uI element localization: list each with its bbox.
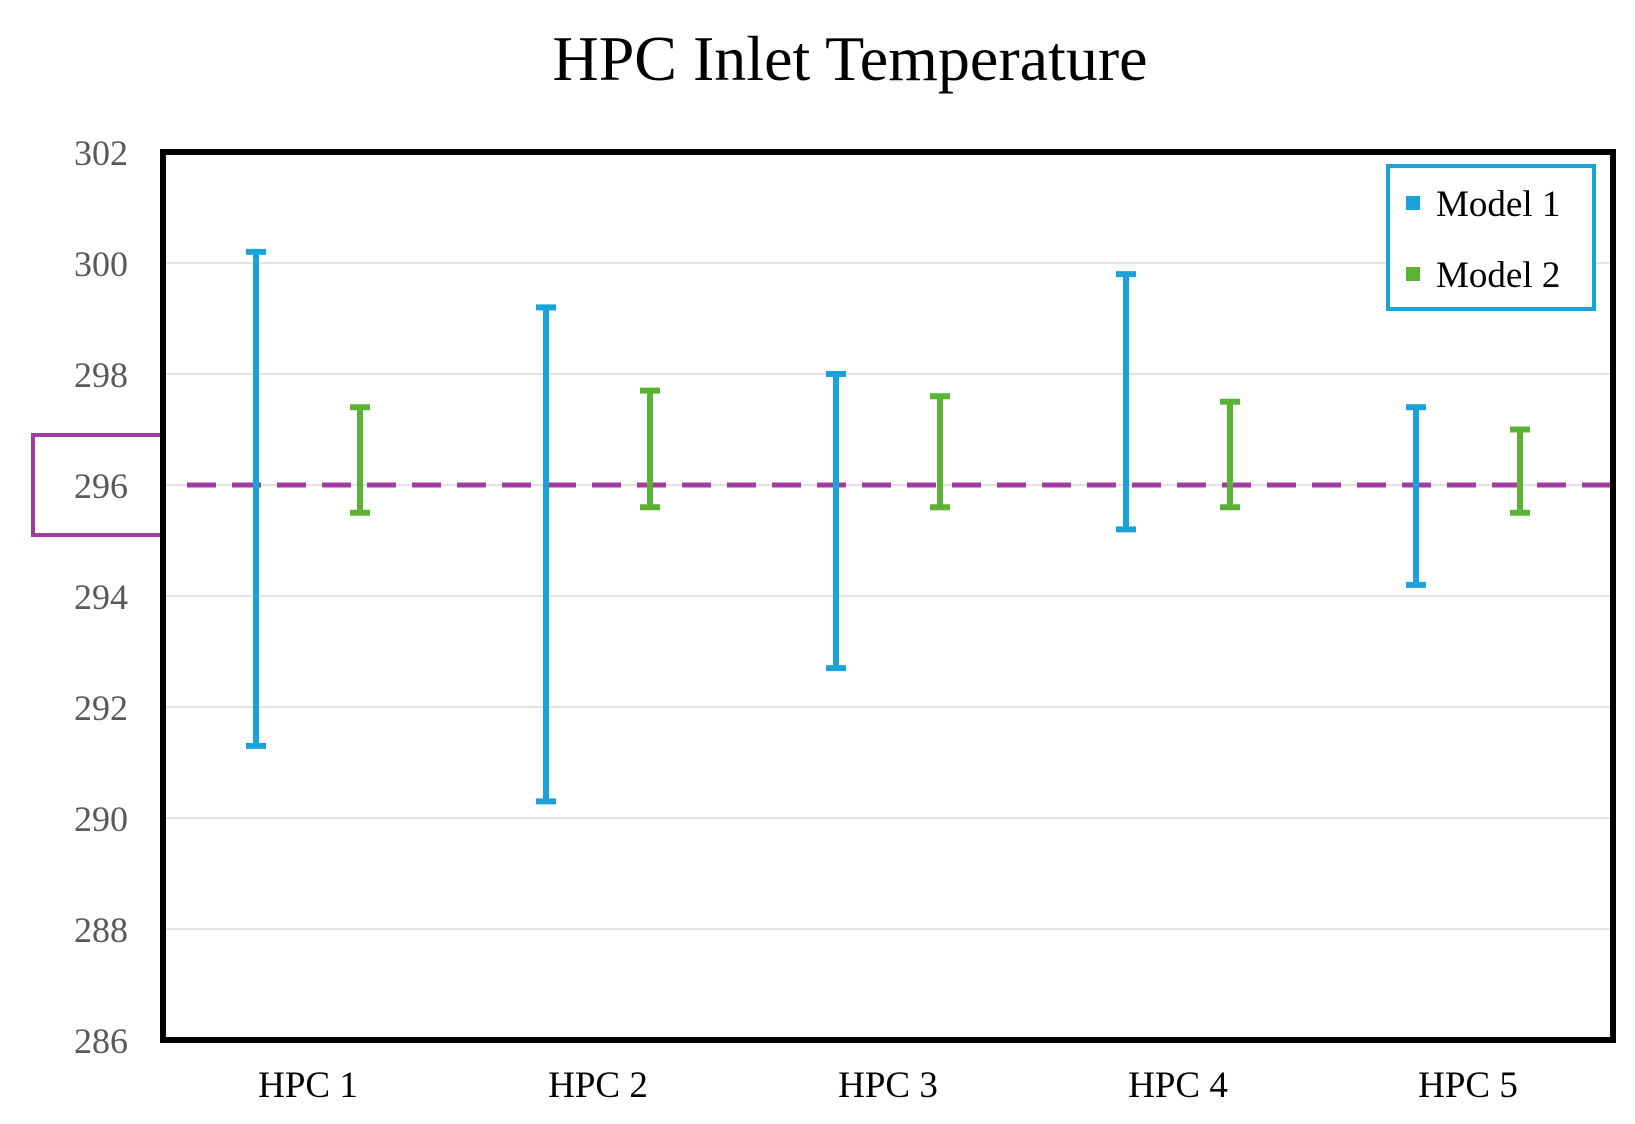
- legend: Model 1 Model 2: [1386, 164, 1596, 311]
- plot-area-frame: [160, 149, 1616, 1043]
- x-axis-ticks: HPC 1 HPC 2 HPC 3 HPC 4 HPC 5: [258, 1065, 1518, 1106]
- legend-box: [1386, 164, 1596, 311]
- y-tick-label: 302: [74, 133, 128, 173]
- errorbar-1-2: [536, 304, 556, 805]
- errorbar-1-3: [826, 371, 846, 672]
- y-tick-label: 298: [74, 355, 128, 395]
- y-tick-label: 294: [74, 577, 128, 617]
- y-tick-label: 286: [74, 1021, 128, 1061]
- y-axis-ticks: 286 288 290 292 294 296 298 300 302: [74, 133, 128, 1061]
- x-tick-label: HPC 2: [548, 1065, 648, 1106]
- y-tick-label: 296: [74, 466, 128, 506]
- x-tick-label: HPC 3: [838, 1065, 938, 1106]
- legend-label: Model 1: [1436, 184, 1560, 225]
- legend-swatch: [1406, 196, 1420, 210]
- errorbar-1-1: [246, 248, 266, 749]
- errorbar-2-4: [1220, 398, 1240, 511]
- legend-label: Model 2: [1436, 255, 1560, 296]
- y-tick-label: 300: [74, 244, 128, 284]
- errorbar-2-5: [1510, 426, 1530, 516]
- legend-swatch: [1406, 267, 1420, 281]
- x-tick-label: HPC 5: [1418, 1065, 1518, 1106]
- x-tick-label: HPC 1: [258, 1065, 358, 1106]
- errorbar-2-2: [640, 387, 660, 511]
- chart-title: HPC Inlet Temperature: [552, 23, 1147, 94]
- errorbar-1-5: [1406, 404, 1426, 588]
- errorbar-2-3: [930, 393, 950, 511]
- errorbar-1-4: [1116, 271, 1136, 533]
- y-tick-label: 290: [74, 799, 128, 839]
- error-bars: [246, 248, 1530, 805]
- errorbar-2-1: [350, 404, 370, 516]
- y-tick-label: 288: [74, 910, 128, 950]
- gridlines: [163, 262, 1613, 930]
- y-tick-label: 292: [74, 688, 128, 728]
- x-tick-label: HPC 4: [1128, 1065, 1228, 1106]
